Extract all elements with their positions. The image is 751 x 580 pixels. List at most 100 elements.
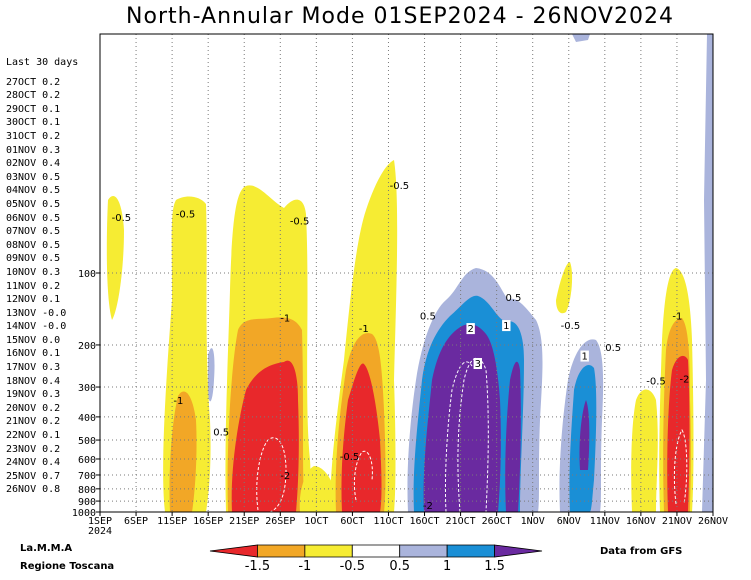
last-30-days-entry: 02NOV 0.4 bbox=[6, 157, 101, 171]
colorbar-level-label: -1.5 bbox=[245, 559, 270, 574]
last-30-days-entry: 16NOV 0.1 bbox=[6, 347, 101, 361]
last-30-days-entry: 27OCT 0.2 bbox=[6, 76, 101, 90]
entry-value: 0.2 bbox=[36, 402, 61, 414]
contour-label: -2 bbox=[679, 375, 689, 386]
org-name: La.M.M.A bbox=[20, 543, 73, 554]
last-30-days-entry: 06NOV 0.5 bbox=[6, 212, 101, 226]
entry-value: 0.3 bbox=[36, 266, 61, 278]
contour-label-bg bbox=[466, 323, 475, 335]
entry-date: 10NOV bbox=[6, 266, 37, 278]
y-tick-label: 600 bbox=[78, 455, 96, 466]
contour-region-purple bbox=[505, 361, 521, 512]
entry-value: -0.0 bbox=[36, 321, 67, 333]
colorbar-level-label: 1.5 bbox=[484, 559, 505, 574]
contour-label-text: -0.5 bbox=[561, 321, 581, 332]
last-30-days-entry: 04NOV 0.5 bbox=[6, 184, 101, 198]
contour-region-red bbox=[341, 363, 382, 512]
x-tick-label: 6NOV bbox=[557, 516, 581, 527]
contour-region-orange bbox=[169, 391, 197, 512]
contour-label-text: -0.5 bbox=[290, 216, 310, 227]
y-tick-label: 800 bbox=[78, 485, 96, 496]
entry-date: 23NOV bbox=[6, 443, 37, 455]
x-axis-ticks: 1SEP 6SEP 11SEP 16SEP 21SEP 26SEP 1OCT 6OCT 11OC… bbox=[88, 512, 728, 537]
colorbar-level-label: -0.5 bbox=[340, 559, 365, 574]
entry-value: 0.2 bbox=[36, 416, 61, 428]
last-30-days-entry: 30OCT 0.1 bbox=[6, 116, 101, 130]
entry-date: 11NOV bbox=[6, 280, 37, 292]
last-30-days-entry: 31OCT 0.2 bbox=[6, 130, 101, 144]
chart-title: North-Annular Mode 01SEP2024 - 26NOV2024 bbox=[126, 4, 674, 29]
entry-value: 0.4 bbox=[36, 457, 61, 469]
contour-label-text: -0.5 bbox=[340, 452, 360, 463]
contour-label-text: 2 bbox=[467, 324, 473, 335]
entry-date: 25NOV bbox=[6, 470, 37, 482]
contour-label-text: -1 bbox=[173, 396, 183, 407]
contour-label-text: 0.5 bbox=[420, 311, 436, 322]
entry-value: 0.5 bbox=[36, 185, 61, 197]
last-30-days-entry: 09NOV 0.5 bbox=[6, 252, 101, 266]
last-30-days-entry: 25NOV 0.7 bbox=[6, 470, 101, 484]
contour-region-yellow bbox=[631, 389, 658, 512]
x-tick-label: 11OCT bbox=[373, 516, 403, 527]
contour-line bbox=[256, 437, 287, 512]
colorbar-level-label: -1 bbox=[298, 559, 311, 574]
entry-value: 0.1 bbox=[36, 348, 61, 360]
entry-value: 0.3 bbox=[36, 389, 61, 401]
entry-value: 0.5 bbox=[36, 198, 61, 210]
contour-region-purple bbox=[423, 324, 501, 512]
contour-label: 0.5 bbox=[213, 428, 229, 439]
entry-value: 0.5 bbox=[36, 226, 61, 238]
entry-date: 26NOV bbox=[6, 484, 37, 496]
entry-value: 0.2 bbox=[36, 443, 61, 455]
contour-label: -2 bbox=[423, 501, 433, 512]
entry-date: 15NOV bbox=[6, 334, 37, 346]
last-30-days-entry: 20NOV 0.2 bbox=[6, 402, 101, 416]
contour-label: 0.5 bbox=[420, 311, 436, 322]
y-tick-label: 300 bbox=[78, 383, 96, 394]
contour-label: -0.5 bbox=[561, 321, 581, 332]
entry-value: 0.1 bbox=[36, 117, 61, 129]
contour-label-text: -0.5 bbox=[646, 377, 666, 388]
contour-label-text: -0.5 bbox=[176, 209, 196, 220]
contour-label: -1 bbox=[280, 313, 290, 324]
entry-value: 0.5 bbox=[36, 171, 61, 183]
contour-label: 1 bbox=[580, 350, 589, 363]
contour-label-text: -0.5 bbox=[390, 181, 410, 192]
entry-date: 02NOV bbox=[6, 158, 37, 170]
entry-date: 30OCT bbox=[6, 117, 37, 129]
contour-label-text: 0.5 bbox=[213, 428, 229, 439]
contour-label: 3 bbox=[473, 358, 482, 370]
contour-line bbox=[444, 361, 473, 512]
last-30-days-entry: 13NOV -0.0 bbox=[6, 307, 101, 321]
contour-label: -0.5 bbox=[112, 213, 132, 224]
contour-label: -0.5 bbox=[290, 216, 310, 227]
entry-date: 09NOV bbox=[6, 253, 37, 265]
entry-value: 0.0 bbox=[36, 334, 61, 346]
contour-label-text: -2 bbox=[280, 471, 290, 482]
colorbar: -1.5 -1 -0.5 0.5 1 1.5 bbox=[209, 544, 543, 574]
last-30-days-entry: 24NOV 0.4 bbox=[6, 456, 101, 470]
contour-label: -1 bbox=[672, 311, 682, 322]
entry-value: 0.4 bbox=[36, 158, 61, 170]
last-30-days-entry: 12NOV 0.1 bbox=[6, 293, 101, 307]
entry-date: 08NOV bbox=[6, 239, 37, 251]
contour-label-text: 0.5 bbox=[505, 293, 521, 304]
last-30-days-entry: 21NOV 0.2 bbox=[6, 415, 101, 429]
colorbar-level-label: 0.5 bbox=[389, 559, 410, 574]
entry-date: 27OCT bbox=[6, 76, 37, 88]
entry-date: 12NOV bbox=[6, 294, 37, 306]
contour-label: 0.5 bbox=[505, 293, 521, 304]
entry-date: 16NOV bbox=[6, 348, 37, 360]
contour-label: -1 bbox=[173, 396, 183, 407]
entry-date: 22NOV bbox=[6, 430, 37, 442]
colorbar-bin-red bbox=[209, 544, 258, 558]
contour-label-text: -1 bbox=[672, 311, 682, 322]
entry-value: 0.1 bbox=[36, 294, 61, 306]
entry-value: 0.2 bbox=[36, 76, 61, 88]
entry-date: 06NOV bbox=[6, 212, 37, 224]
last-30-days-entry: 17NOV 0.3 bbox=[6, 361, 101, 375]
entry-value: 0.5 bbox=[36, 253, 61, 265]
colorbar-bin-yellow bbox=[304, 544, 353, 558]
entry-value: 0.4 bbox=[36, 375, 61, 387]
